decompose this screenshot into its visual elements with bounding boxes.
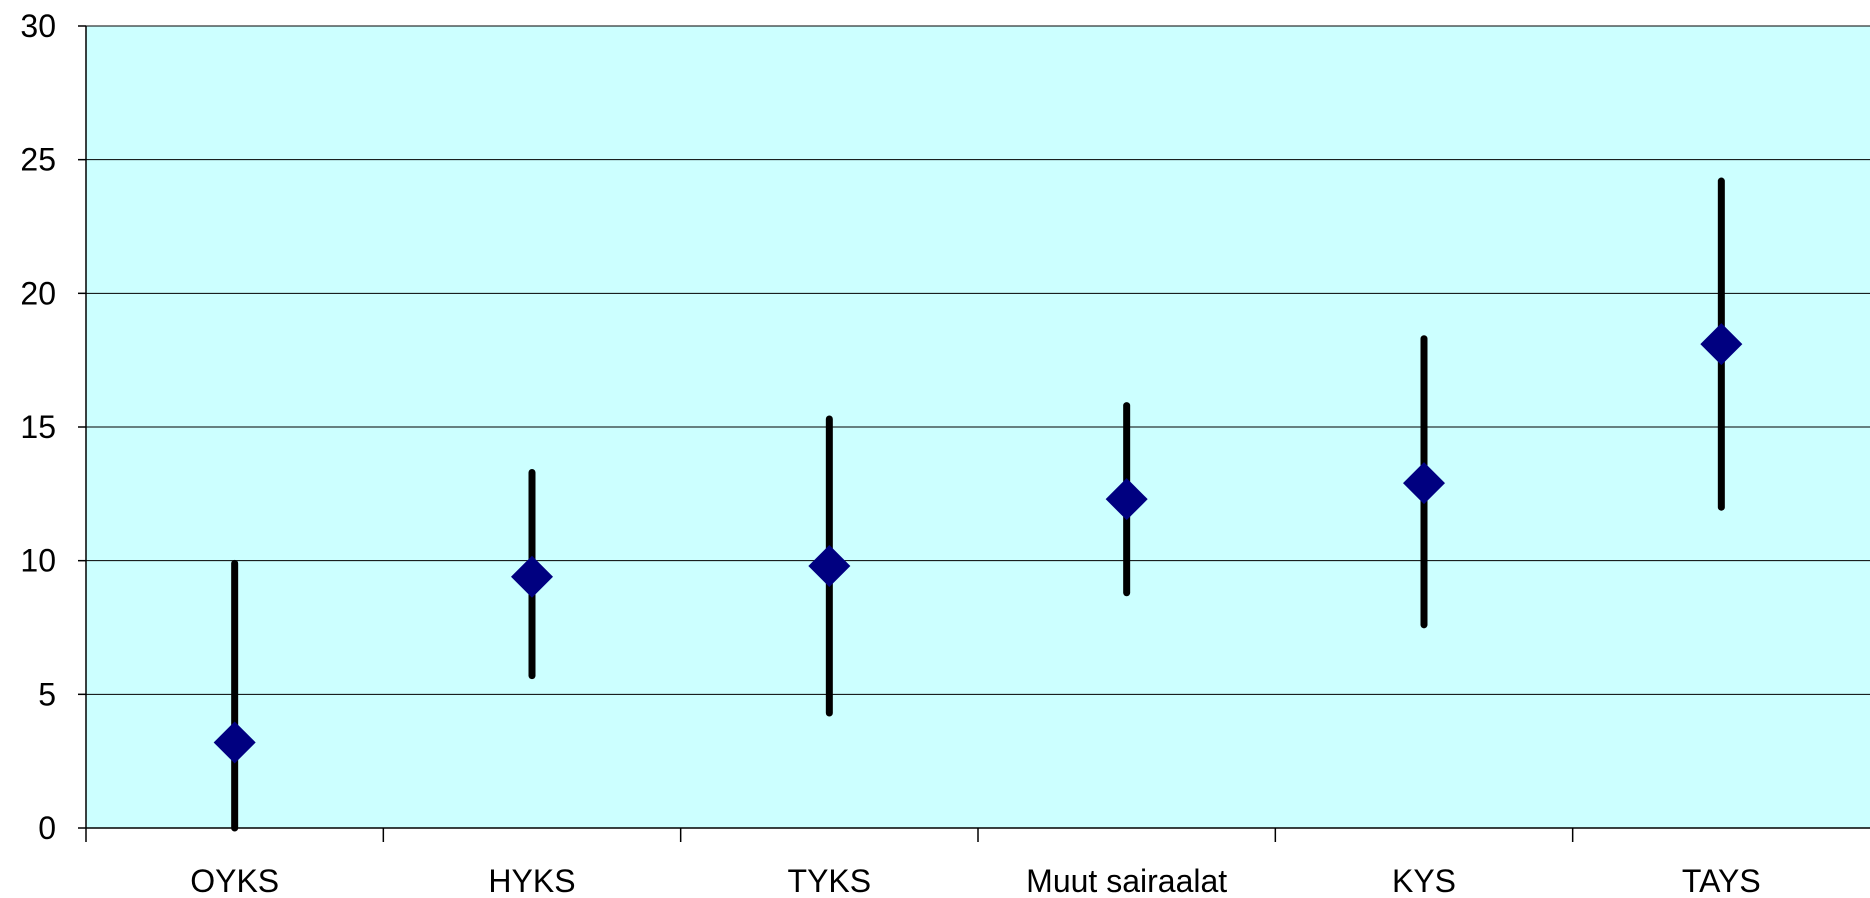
data-point-marker: [808, 545, 851, 588]
data-point-marker: [1700, 323, 1743, 366]
data-point-marker: [511, 555, 553, 598]
y-tick-label: 20: [20, 275, 56, 311]
y-tick-label: 30: [20, 8, 56, 44]
y-tick-labels: 0 5 10 15 20 25 30: [20, 8, 56, 846]
x-tick-labels: OYKS HYKS TYKS Muut sairaalat KYS TAYS: [190, 863, 1761, 898]
y-tick-label: 5: [38, 676, 56, 712]
y-tick-label: 0: [38, 810, 56, 846]
axes: [78, 25, 1870, 842]
x-tick-label: TAYS: [1682, 863, 1761, 898]
x-tick-label: Muut sairaalat: [1026, 863, 1227, 898]
x-tick-label: TYKS: [788, 863, 872, 898]
x-tick-label: HYKS: [488, 863, 575, 898]
gridlines: [86, 25, 1870, 695]
y-tick-label: 10: [20, 543, 56, 579]
x-tick-label: KYS: [1392, 863, 1456, 898]
data-point-marker: [1105, 478, 1148, 521]
data-point-marker: [1403, 462, 1445, 505]
y-tick-label: 15: [20, 409, 56, 445]
y-tick-label: 25: [20, 142, 56, 178]
data-point-marker: [213, 721, 256, 764]
data-markers: [213, 323, 1743, 764]
x-tick-label: OYKS: [190, 863, 279, 898]
